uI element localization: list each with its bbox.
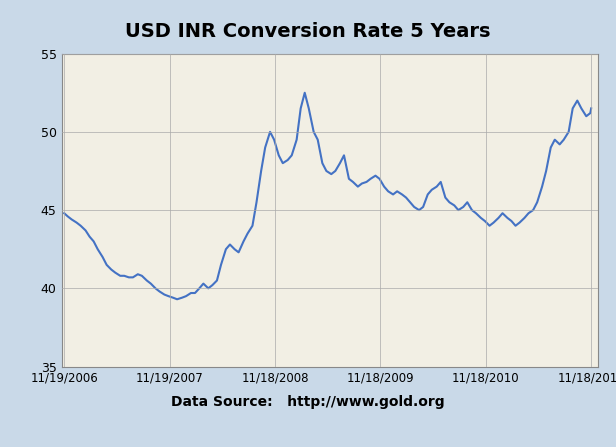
Text: USD INR Conversion Rate 5 Years: USD INR Conversion Rate 5 Years: [125, 22, 491, 41]
Text: Data Source:   http://www.gold.org: Data Source: http://www.gold.org: [171, 395, 445, 409]
